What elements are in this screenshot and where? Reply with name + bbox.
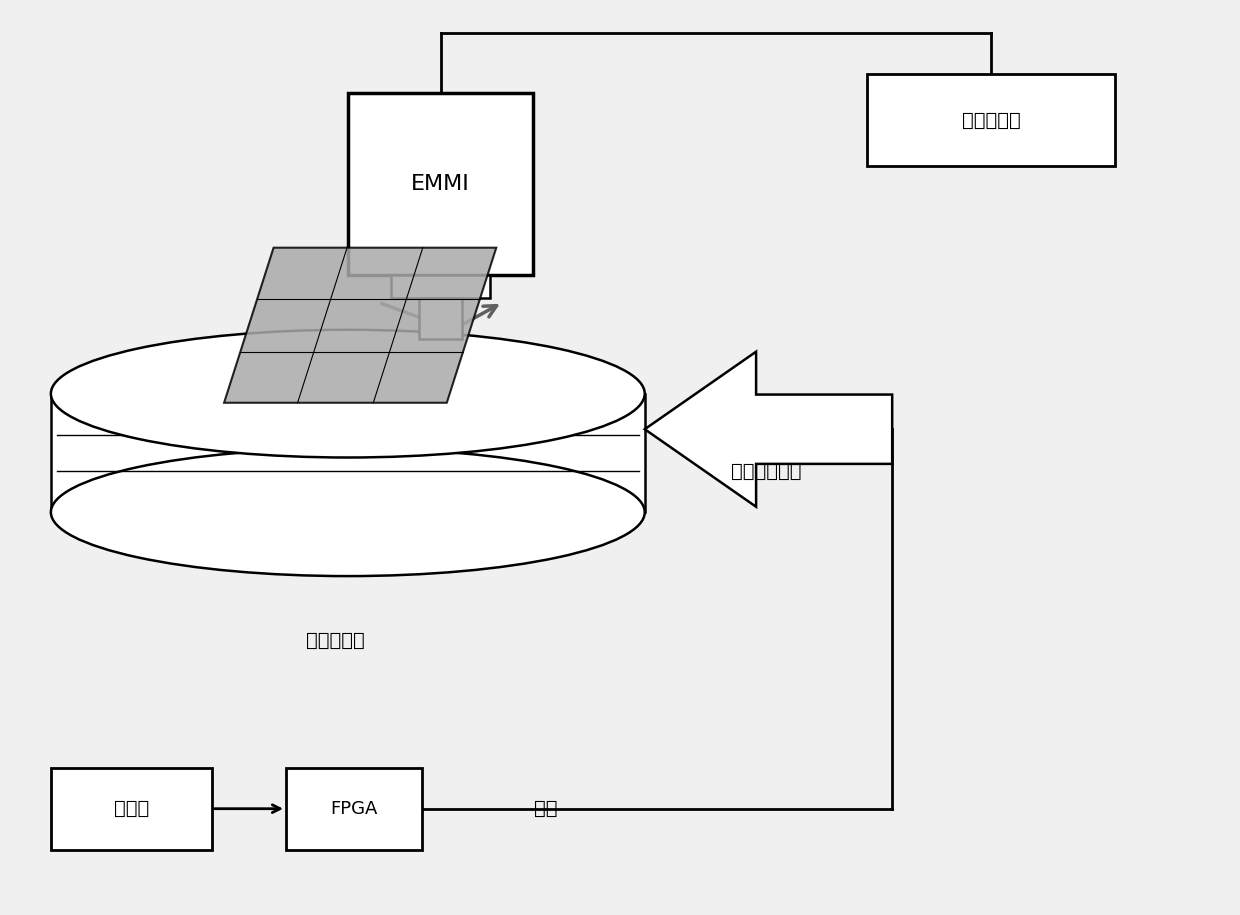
Text: 图像分析仪: 图像分析仪 (962, 111, 1021, 130)
Text: EMMI: EMMI (412, 174, 470, 194)
Polygon shape (224, 248, 496, 403)
Text: 计算机: 计算机 (114, 799, 149, 818)
Bar (286, 768, 422, 850)
Text: 待分析芯片: 待分析芯片 (306, 630, 365, 650)
Ellipse shape (51, 448, 645, 576)
Bar (419, 298, 463, 339)
Bar (347, 92, 533, 275)
Bar (51, 393, 645, 512)
Ellipse shape (51, 329, 645, 458)
Text: 测试向量施加: 测试向量施加 (732, 462, 802, 480)
Bar (51, 768, 212, 850)
Text: 电缆: 电缆 (534, 799, 558, 818)
Polygon shape (645, 351, 893, 507)
Text: FPGA: FPGA (330, 800, 378, 818)
Bar (868, 74, 1115, 166)
Bar (391, 275, 490, 298)
